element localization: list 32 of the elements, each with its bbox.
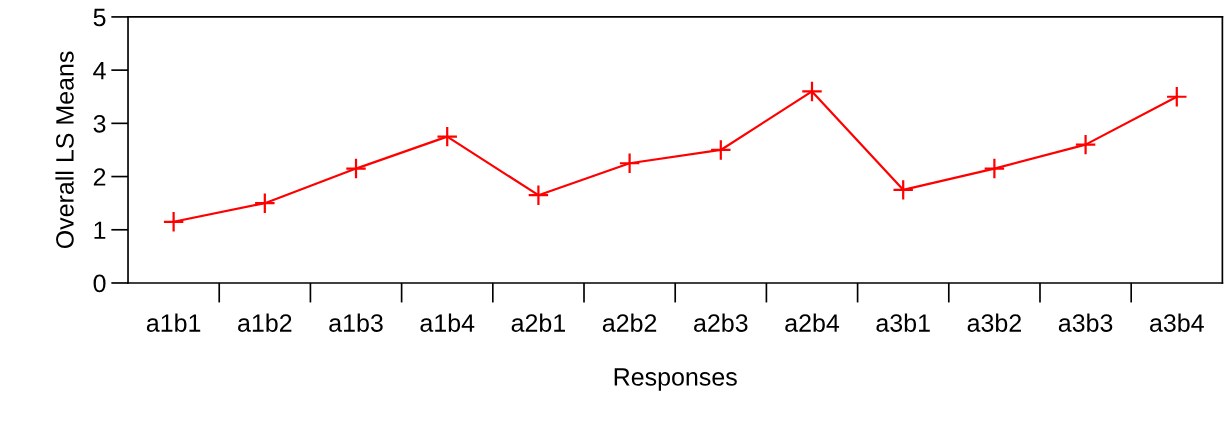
x-tick-label: a2b2	[602, 313, 657, 332]
point	[345, 157, 367, 180]
point	[527, 184, 550, 207]
point	[162, 210, 185, 233]
x-tick-label: a3b2	[967, 313, 1021, 332]
y-tick-label: 4	[93, 61, 106, 80]
y-tick-label: 5	[93, 8, 106, 27]
y-tick-label: 1	[94, 221, 106, 239]
point	[892, 179, 915, 201]
point	[253, 192, 276, 214]
x-tick-label: a3b4	[1150, 313, 1204, 332]
point	[1165, 85, 1188, 108]
point	[1074, 133, 1097, 156]
x-tick-label: a2b3	[694, 313, 748, 332]
x-tick-label: a1b4	[420, 313, 475, 332]
point	[801, 80, 823, 103]
x-tick-label: a2b1	[511, 313, 565, 332]
x-tick-label: a1b2	[238, 313, 292, 332]
x-tick-label: a2b4	[785, 313, 840, 332]
y-tick-label: 3	[93, 114, 106, 133]
y-tick-label: 0	[93, 274, 106, 293]
x-tick-label: a3b3	[1058, 313, 1113, 332]
y-tick-label: 2	[93, 168, 106, 186]
x-tick-label: a3b1	[876, 313, 930, 332]
x-tick-label: a1b3	[329, 313, 383, 332]
point	[436, 125, 459, 148]
point	[618, 152, 641, 175]
point	[983, 157, 1006, 180]
x-tick-label: a1b1	[146, 313, 201, 332]
y-axis-title: Overall LS Means	[55, 51, 74, 249]
point	[709, 139, 732, 161]
x-axis-title: Responses	[614, 368, 737, 391]
